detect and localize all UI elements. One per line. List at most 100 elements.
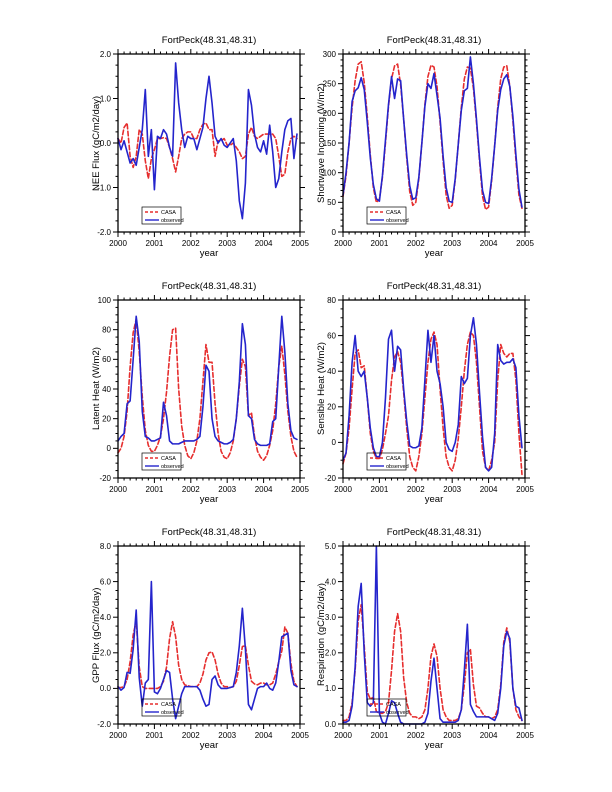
y-tick-label: 50: [327, 198, 336, 207]
casa-line: [117, 318, 298, 461]
y-tick-label: 2.0: [100, 50, 112, 59]
y-tick-label: -20: [324, 474, 336, 483]
y-tick-label: 2.0: [325, 649, 337, 658]
x-tick-label: 2005: [291, 731, 309, 740]
y-tick-label: 20: [102, 414, 111, 423]
x-tick-label: 2002: [182, 485, 200, 494]
chart-title: FortPeck(48.31,48.31): [386, 281, 482, 292]
y-tick-label: 2.0: [100, 649, 112, 658]
legend-observed-label: observed: [386, 218, 409, 224]
y-tick-label: 300: [323, 50, 337, 59]
x-tick-label: 2001: [146, 239, 164, 248]
y-tick-label: 3.0: [325, 613, 337, 622]
y-tick-label: 1.0: [100, 94, 112, 103]
x-axis-label: year: [199, 494, 219, 505]
y-tick-label: 40: [102, 385, 111, 394]
chart-gpp-flux: 2000 2001 2002 2003 2004 2005 -2.0 0.0 2.0 4.0 6.0…: [85, 524, 310, 756]
x-tick-label: 2000: [334, 485, 352, 494]
y-tick-label: 0.0: [325, 720, 337, 729]
x-tick-label: 2004: [480, 239, 498, 248]
y-axis-label: Latent Heat (W/m2): [91, 347, 102, 431]
x-axis-label: year: [199, 248, 219, 259]
plot-area: 2000 2001 2002 2003 2004 2005 -20 0 20 40 60 80 100 C…: [98, 295, 309, 494]
y-tick-label: 20: [327, 403, 336, 412]
y-axis-label: Sensible Heat (W/m2): [316, 342, 327, 436]
legend-observed-label: observed: [386, 710, 409, 716]
legend-casa-label: CASA: [161, 702, 176, 708]
x-tick-label: 2003: [218, 239, 236, 248]
observed-line: [117, 315, 298, 447]
y-tick-label: 60: [102, 355, 111, 364]
x-tick-label: 2002: [407, 239, 425, 248]
x-tick-label: 2000: [334, 731, 352, 740]
legend-casa-label: CASA: [386, 702, 401, 708]
x-axis-label: year: [199, 740, 219, 751]
legend-observed-label: observed: [161, 710, 184, 716]
observed-line: [342, 56, 523, 208]
plot-frame: [342, 53, 526, 233]
y-tick-label: 4.0: [325, 577, 337, 586]
x-tick-label: 2005: [516, 485, 534, 494]
x-tick-label: 2004: [480, 485, 498, 494]
y-tick-label: 200: [323, 109, 337, 118]
plot-area: 2000 2001 2002 2003 2004 2005 -20 0 20 40 60 80 CASA…: [324, 295, 534, 494]
y-axis-label: NEE Flux (gC/m2/day): [91, 95, 102, 191]
y-axis-label: Respiration (gC/m2/day): [316, 583, 327, 687]
plot-area: 2000 2001 2002 2003 2004 2005 0 50 100 150 200 250 3…: [323, 49, 534, 248]
y-tick-label: -20: [99, 474, 111, 483]
x-tick-label: 2005: [291, 239, 309, 248]
x-tick-label: 2002: [407, 731, 425, 740]
chart-shortwave-incoming: 2000 2001 2002 2003 2004 2005 0 50 100 150 200 250 3…: [310, 32, 535, 264]
casa-line: [117, 619, 298, 690]
y-tick-label: 60: [327, 331, 336, 340]
plot-frame: [117, 299, 301, 479]
x-tick-label: 2002: [182, 731, 200, 740]
y-tick-label: -2.0: [97, 720, 111, 729]
y-tick-label: 100: [323, 168, 337, 177]
legend-box: [141, 452, 182, 471]
x-tick-label: 2003: [443, 731, 461, 740]
plot-frame: [117, 545, 301, 725]
y-tick-label: 0: [107, 444, 112, 453]
x-tick-label: 2004: [255, 239, 273, 248]
legend-casa-label: CASA: [161, 210, 176, 216]
x-tick-label: 2005: [516, 731, 534, 740]
legend-casa-label: CASA: [386, 210, 401, 216]
y-tick-label: 8.0: [100, 542, 112, 551]
x-tick-label: 2001: [146, 485, 164, 494]
observed-line: [117, 580, 298, 720]
chart-latent-heat: 2000 2001 2002 2003 2004 2005 -20 0 20 40 60 80 100 C…: [85, 278, 310, 510]
y-tick-label: 40: [327, 367, 336, 376]
x-tick-label: 2003: [443, 239, 461, 248]
plot-area: 2000 2001 2002 2003 2004 2005 0.0 1.0 2.0 3.0 4.0 5…: [325, 541, 534, 740]
observed-line: [117, 62, 298, 220]
y-tick-label: 0: [332, 438, 337, 447]
y-tick-label: -1.0: [97, 183, 111, 192]
chart-title: FortPeck(48.31,48.31): [386, 35, 482, 46]
x-tick-label: 2004: [480, 731, 498, 740]
x-axis-label: year: [424, 248, 444, 259]
y-tick-label: 4.0: [100, 613, 112, 622]
chart-respiration: 2000 2001 2002 2003 2004 2005 0.0 1.0 2.0 3.0 4.0 5…: [310, 524, 535, 756]
x-tick-label: 2000: [109, 731, 127, 740]
y-tick-label: 5.0: [325, 542, 337, 551]
legend-box: [141, 206, 182, 225]
y-tick-label: 0.0: [100, 139, 112, 148]
y-tick-label: 80: [102, 325, 111, 334]
legend-box: [366, 698, 407, 717]
y-tick-label: 80: [327, 296, 336, 305]
chart-nee-flux: 2000 2001 2002 2003 2004 2005 -2.0 -1.0 0.0 1.0 2.…: [85, 32, 310, 264]
casa-line: [342, 603, 523, 722]
x-tick-label: 2003: [218, 731, 236, 740]
chart-sensible-heat: 2000 2001 2002 2003 2004 2005 -20 0 20 40 60 80 CASA…: [310, 278, 535, 510]
legend-casa-label: CASA: [386, 456, 401, 462]
plot-area: 2000 2001 2002 2003 2004 2005 -2.0 0.0 2.0 4.0 6.0…: [97, 541, 309, 740]
x-tick-label: 2004: [255, 731, 273, 740]
chart-title: FortPeck(48.31,48.31): [161, 527, 257, 538]
legend-box: [366, 452, 407, 471]
observed-line: [342, 316, 523, 472]
y-axis-label: Shortwave Incoming (W/m2): [316, 83, 327, 203]
plot-area: 2000 2001 2002 2003 2004 2005 -2.0 -1.0 0.0 1.0 2.…: [97, 49, 309, 248]
observed-line: [342, 545, 523, 725]
